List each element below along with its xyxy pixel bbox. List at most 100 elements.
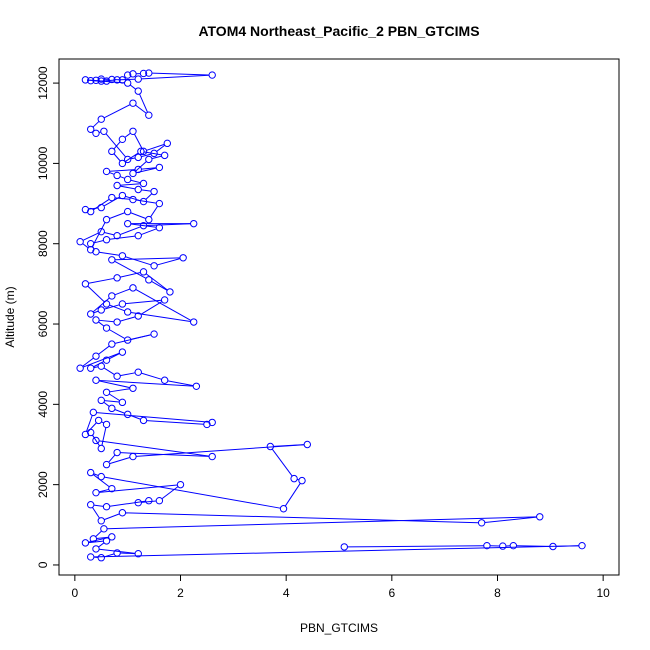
x-tick-label: 4 — [283, 586, 290, 600]
data-point — [190, 219, 198, 228]
data-point — [81, 539, 90, 547]
data-point — [113, 318, 121, 326]
series-segment — [130, 311, 191, 323]
series-segment — [86, 415, 93, 432]
series-segment — [134, 133, 143, 149]
series-segment — [114, 409, 125, 414]
data-point — [134, 312, 142, 320]
data-point — [97, 77, 105, 85]
data-point — [166, 288, 174, 296]
series-segment — [93, 473, 99, 476]
data-point — [145, 215, 153, 224]
data-point — [129, 195, 137, 204]
series-segment — [88, 207, 99, 210]
y-axis-title: Altitude (m) — [3, 286, 17, 347]
y-tick-label: 4000 — [36, 391, 50, 418]
series-segment — [99, 484, 178, 493]
data-point — [108, 193, 116, 202]
plot-frame — [58, 58, 620, 576]
series-segment — [115, 257, 180, 261]
data-point — [477, 519, 486, 527]
data-point — [129, 99, 137, 107]
series-segment — [130, 157, 136, 160]
data-point — [150, 262, 158, 270]
series-segment — [96, 412, 210, 423]
data-point — [578, 541, 586, 550]
x-axis: 0 2 4 6 8 10 — [72, 574, 610, 600]
data-point — [86, 310, 95, 318]
data-point — [118, 398, 127, 407]
data-point — [89, 535, 98, 543]
data-point — [92, 436, 100, 445]
series-segment — [104, 513, 120, 521]
data-point — [92, 129, 100, 137]
data-point — [102, 356, 111, 364]
series-segment — [109, 235, 136, 240]
series-segment — [103, 401, 110, 407]
series-segment — [150, 205, 159, 218]
series-segment — [93, 240, 104, 244]
data-point — [150, 187, 158, 196]
data-point — [208, 71, 216, 79]
data-point — [155, 497, 164, 505]
series-segment — [93, 504, 104, 507]
data-point — [113, 171, 121, 180]
data-point — [113, 76, 121, 84]
series-segment — [108, 393, 120, 402]
series-segment — [113, 141, 121, 150]
data-point — [102, 503, 111, 511]
data-point — [89, 408, 98, 417]
series-segment — [82, 243, 89, 249]
data-point — [150, 330, 158, 338]
series-segment — [157, 258, 181, 266]
chart-title: ATOM4 Northeast_Pacific_2 PBN_GTCIMS — [198, 23, 479, 39]
series-segment — [484, 516, 537, 523]
data-point — [118, 135, 127, 144]
data-point — [137, 147, 145, 156]
data-point — [123, 207, 132, 216]
data-point — [129, 384, 137, 392]
series-segment — [161, 486, 179, 500]
data-point — [179, 254, 187, 262]
data-point — [118, 300, 127, 308]
data-point — [113, 372, 121, 380]
series-segment — [109, 388, 130, 393]
series-segment — [108, 454, 116, 463]
x-tick-label: 6 — [388, 586, 395, 600]
series-segment — [103, 367, 115, 375]
series-segment — [146, 143, 165, 151]
series-segment — [98, 488, 109, 493]
series-segment — [98, 345, 110, 355]
x-axis-title: PBN_GTCIMS — [300, 621, 378, 635]
data-point — [123, 219, 132, 228]
series-segment — [99, 319, 114, 323]
data-point — [97, 203, 105, 212]
series-segment — [99, 251, 120, 256]
series-segment — [99, 380, 130, 389]
data-point — [94, 416, 103, 425]
data-point — [97, 472, 105, 481]
data-point — [92, 488, 100, 497]
data-point — [139, 197, 148, 206]
series-segment — [119, 226, 141, 236]
data-point — [97, 362, 105, 370]
data-point — [160, 151, 169, 160]
data-point — [134, 165, 142, 174]
data-point — [266, 442, 275, 451]
series-segment — [151, 155, 162, 160]
data-point — [163, 139, 172, 148]
series-segment — [107, 516, 537, 530]
y-axis: 0 2000 4000 6000 8000 10000 12000 — [36, 66, 60, 568]
series-segment — [93, 366, 99, 369]
data-point — [123, 336, 132, 344]
data-point — [81, 205, 90, 214]
data-point — [97, 227, 105, 236]
series-segment — [141, 372, 162, 380]
data-point — [160, 296, 169, 304]
x-tick-label: 2 — [177, 586, 184, 600]
data-point — [86, 553, 95, 561]
data-point — [139, 147, 148, 156]
series-segment — [103, 196, 120, 207]
data-point — [129, 70, 137, 78]
data-point — [145, 276, 153, 284]
